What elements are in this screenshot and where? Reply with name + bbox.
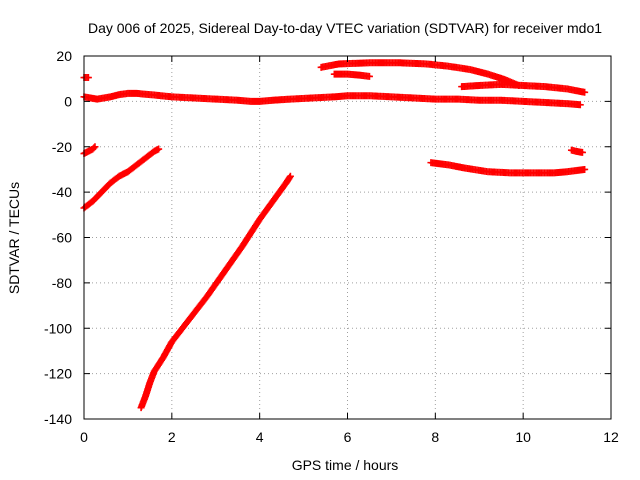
x-axis-label: GPS time / hours xyxy=(292,457,399,473)
series-s9 xyxy=(427,159,589,177)
y-tick-label: -80 xyxy=(52,275,72,291)
series-s2 xyxy=(80,145,163,212)
y-tick-label: -140 xyxy=(44,411,72,427)
series-s10 xyxy=(567,146,586,156)
data-point xyxy=(91,143,99,151)
x-tick-label: 0 xyxy=(80,429,88,445)
data-series xyxy=(80,59,589,412)
y-tick-label: -40 xyxy=(52,184,72,200)
series-s6 xyxy=(317,59,523,89)
y-tick-label: 20 xyxy=(56,48,72,64)
grid-lines xyxy=(84,56,611,419)
y-tick-label: -60 xyxy=(52,230,72,246)
data-point xyxy=(286,172,294,180)
y-tick-label: -100 xyxy=(44,320,72,336)
x-tick-label: 12 xyxy=(603,429,619,445)
series-s4 xyxy=(80,74,92,82)
y-axis-label: SDTVAR / TECUs xyxy=(6,182,22,294)
data-point xyxy=(84,74,92,82)
series-s8 xyxy=(458,80,589,96)
data-point xyxy=(90,144,98,152)
x-tick-label: 8 xyxy=(431,429,439,445)
data-point xyxy=(155,145,163,153)
data-point xyxy=(576,101,584,109)
x-tick-label: 10 xyxy=(515,429,531,445)
data-point xyxy=(365,72,373,80)
series-s1 xyxy=(80,89,584,109)
data-point xyxy=(581,88,589,96)
x-tick-label: 4 xyxy=(256,429,264,445)
axis-ticks: 20 0 -20 -40 -60 -80 -100 -120 -140 0 2 4 6 8 10 12 xyxy=(44,48,619,445)
chart-title: Day 006 of 2025, Sidereal Day-to-day VTE… xyxy=(88,20,602,36)
y-tick-label: 0 xyxy=(64,93,72,109)
data-point xyxy=(578,148,586,156)
x-tick-label: 2 xyxy=(168,429,176,445)
x-tick-label: 6 xyxy=(344,429,352,445)
series-s5 xyxy=(137,172,294,412)
data-point xyxy=(581,165,589,173)
y-tick-label: -120 xyxy=(44,366,72,382)
series-s3 xyxy=(80,143,99,158)
y-tick-label: -20 xyxy=(52,139,72,155)
series-s7 xyxy=(330,70,373,80)
